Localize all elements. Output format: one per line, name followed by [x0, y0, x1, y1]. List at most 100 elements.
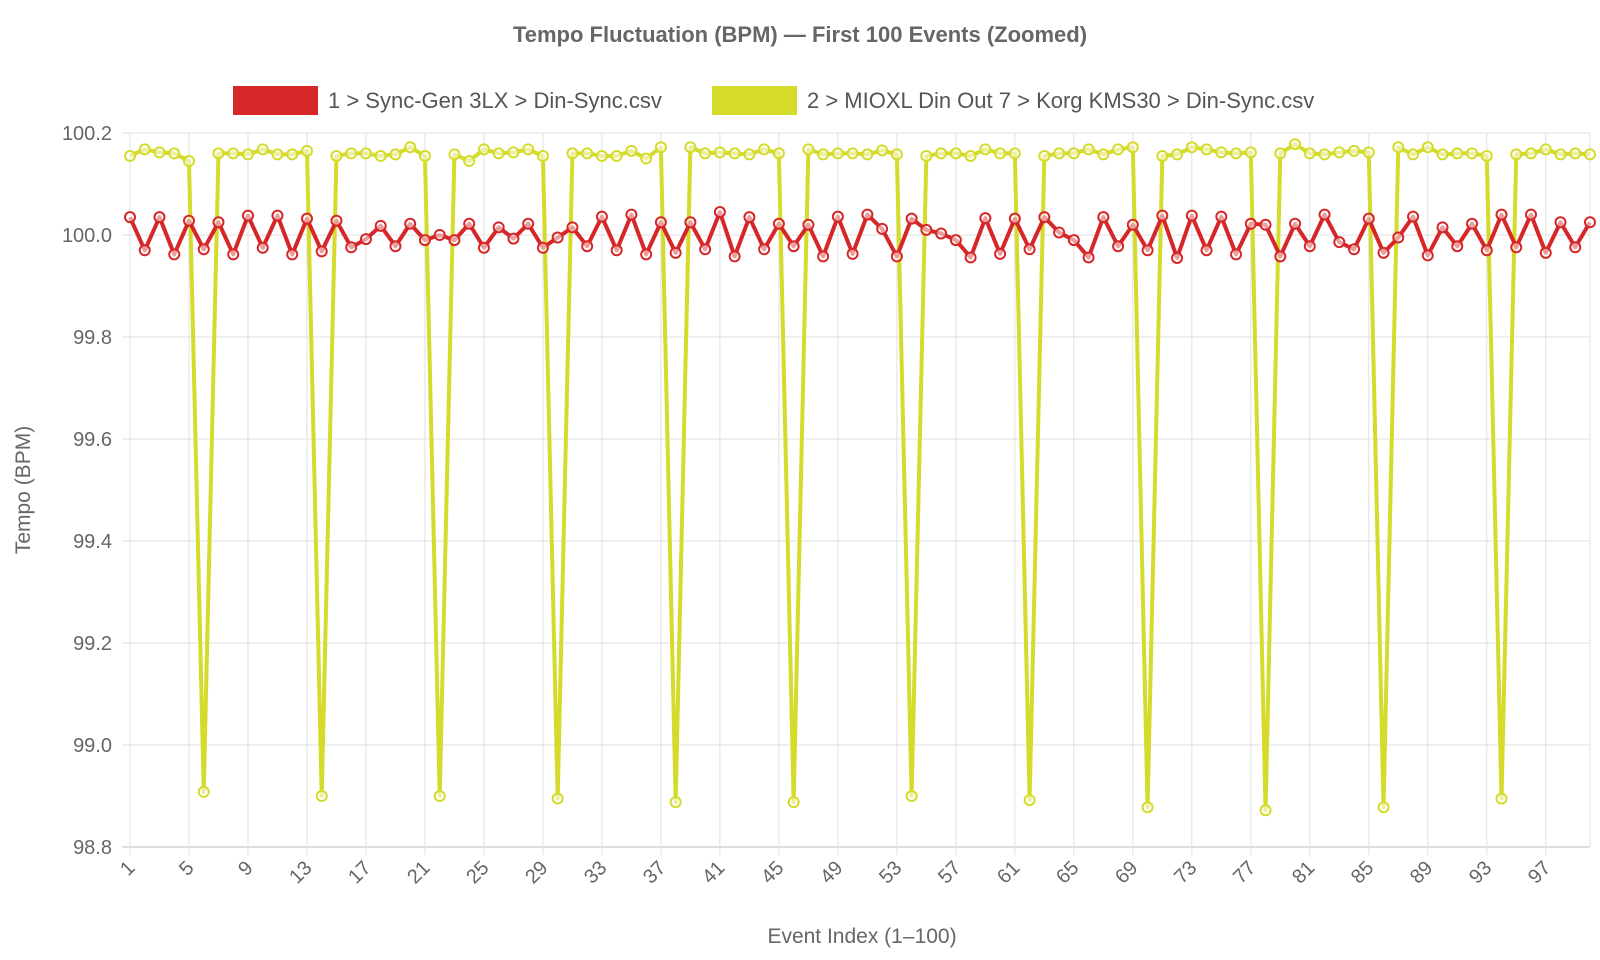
data-point[interactable] [1569, 147, 1582, 160]
data-point[interactable] [1318, 148, 1331, 161]
data-point[interactable] [551, 231, 564, 244]
data-point[interactable] [1141, 244, 1154, 257]
data-point[interactable] [522, 143, 535, 156]
data-point[interactable] [669, 796, 682, 809]
data-point[interactable] [684, 141, 697, 154]
data-point[interactable] [1274, 147, 1287, 160]
data-point[interactable] [920, 149, 933, 162]
data-point[interactable] [1539, 246, 1552, 259]
data-point[interactable] [595, 210, 608, 223]
data-point[interactable] [831, 147, 844, 160]
data-point[interactable] [640, 248, 653, 261]
data-point[interactable] [477, 143, 490, 156]
data-point[interactable] [1333, 146, 1346, 159]
data-point[interactable] [1480, 149, 1493, 162]
data-point[interactable] [566, 147, 579, 160]
data-point[interactable] [448, 148, 461, 161]
data-point[interactable] [1436, 148, 1449, 161]
data-point[interactable] [271, 148, 284, 161]
data-point[interactable] [124, 149, 136, 162]
data-point[interactable] [1008, 212, 1021, 225]
data-point[interactable] [1348, 243, 1361, 256]
data-point[interactable] [758, 243, 771, 256]
data-point[interactable] [625, 144, 638, 157]
data-point[interactable] [1451, 147, 1464, 160]
data-point[interactable] [1259, 218, 1272, 231]
data-point[interactable] [404, 217, 417, 230]
data-point[interactable] [138, 244, 151, 257]
data-point[interactable] [758, 143, 771, 156]
data-point[interactable] [1038, 149, 1051, 162]
data-point[interactable] [1112, 240, 1125, 253]
data-point[interactable] [817, 148, 830, 161]
data-point[interactable] [566, 221, 579, 234]
legend-item-mioxl[interactable]: 2 > MIOXL Din Out 7 > Korg KMS30 > Din-S… [712, 86, 1314, 115]
data-point[interactable] [389, 240, 402, 253]
data-point[interactable] [1023, 243, 1036, 256]
data-point[interactable] [964, 251, 977, 264]
data-point[interactable] [610, 149, 623, 162]
data-point[interactable] [1259, 804, 1272, 817]
data-point[interactable] [477, 241, 490, 254]
data-point[interactable] [876, 222, 889, 235]
data-point[interactable] [1377, 246, 1390, 259]
data-point[interactable] [905, 790, 918, 802]
data-point[interactable] [1436, 221, 1449, 234]
data-point[interactable] [182, 155, 195, 168]
data-point[interactable] [979, 143, 992, 156]
data-point[interactable] [1171, 251, 1184, 264]
data-point[interactable] [713, 206, 726, 219]
data-point[interactable] [1510, 148, 1523, 161]
data-point[interactable] [935, 147, 948, 160]
data-point[interactable] [138, 143, 151, 156]
data-point[interactable] [1156, 149, 1169, 162]
data-point[interactable] [890, 250, 903, 263]
data-point[interactable] [168, 248, 181, 261]
data-point[interactable] [654, 141, 667, 154]
data-point[interactable] [522, 217, 535, 230]
data-point[interactable] [124, 211, 136, 224]
data-point[interactable] [964, 149, 977, 162]
data-point[interactable] [1303, 240, 1316, 253]
data-point[interactable] [374, 219, 387, 232]
data-point[interactable] [728, 250, 741, 263]
data-point[interactable] [241, 148, 254, 161]
data-point[interactable] [1554, 216, 1567, 229]
data-point[interactable] [492, 147, 505, 160]
data-point[interactable] [1185, 141, 1198, 154]
data-point[interactable] [1200, 143, 1213, 156]
data-point[interactable] [463, 155, 476, 168]
data-point[interactable] [743, 148, 756, 161]
data-point[interactable] [699, 147, 712, 160]
data-point[interactable] [920, 223, 933, 236]
data-point[interactable] [861, 148, 874, 161]
data-point[interactable] [1053, 147, 1066, 160]
data-point[interactable] [536, 149, 549, 162]
data-point[interactable] [433, 229, 446, 241]
data-point[interactable] [1539, 143, 1552, 156]
data-point[interactable] [1466, 147, 1479, 160]
data-point[interactable] [463, 217, 476, 230]
data-point[interactable] [433, 790, 446, 802]
data-point[interactable] [1067, 147, 1080, 160]
data-point[interactable] [1200, 244, 1213, 257]
data-point[interactable] [610, 244, 623, 257]
data-point[interactable] [846, 247, 859, 260]
data-point[interactable] [905, 212, 918, 225]
data-point[interactable] [286, 248, 299, 261]
data-point[interactable] [669, 246, 682, 259]
data-point[interactable] [1407, 210, 1420, 223]
data-point[interactable] [182, 214, 195, 227]
data-point[interactable] [876, 144, 889, 157]
data-point[interactable] [1421, 249, 1434, 262]
data-point[interactable] [1303, 147, 1316, 160]
data-point[interactable] [1008, 147, 1021, 160]
data-point[interactable] [256, 143, 269, 156]
data-point[interactable] [713, 146, 726, 159]
data-point[interactable] [1525, 147, 1538, 160]
data-point[interactable] [1451, 240, 1464, 253]
data-point[interactable] [772, 217, 785, 230]
data-point[interactable] [1495, 208, 1508, 221]
data-point[interactable] [241, 209, 254, 222]
data-point[interactable] [212, 216, 225, 229]
